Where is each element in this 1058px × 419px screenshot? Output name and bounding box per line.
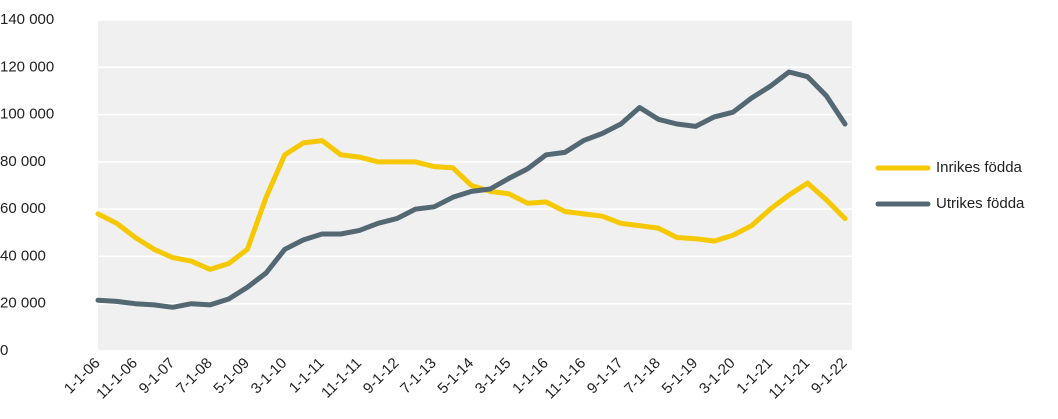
x-tick-label: 3-1-15 [472, 355, 515, 398]
legend-label: Inrikes födda [936, 159, 1023, 176]
y-tick-label: 140 000 [0, 11, 54, 28]
y-tick-label: 100 000 [0, 106, 54, 123]
line [95, 69, 848, 310]
x-tick-label: 9-1-17 [584, 355, 627, 398]
x-tick-label: 9-1-07 [136, 355, 179, 398]
line [95, 138, 848, 272]
x-tick-label: 7-1-13 [397, 355, 440, 398]
legend-label: Utrikes födda [936, 195, 1025, 212]
x-tick-label: 9-1-12 [360, 355, 403, 398]
y-tick-label: 20 000 [0, 295, 46, 312]
y-tick-label: 120 000 [0, 58, 54, 75]
x-tick-label: 11-1-06 [93, 355, 141, 403]
y-tick-label: 0 [0, 342, 8, 359]
x-tick-label: 11-1-16 [541, 355, 589, 403]
x-tick-label: 3-1-10 [248, 355, 291, 398]
x-tick-label: 5-1-19 [659, 355, 702, 398]
x-tick-label: 3-1-20 [696, 355, 739, 398]
x-tick-label: 5-1-14 [434, 355, 477, 398]
x-tick-label: 11-1-21 [765, 355, 813, 403]
x-tick-label: 7-1-18 [621, 355, 664, 398]
x-tick-label: 7-1-08 [173, 355, 216, 398]
x-tick-label: 9-1-22 [808, 355, 851, 398]
x-tick-label: 5-1-09 [210, 355, 253, 398]
y-tick-label: 40 000 [0, 247, 46, 264]
x-tick-label: 11-1-11 [318, 355, 365, 402]
y-tick-label: 80 000 [0, 153, 46, 170]
y-tick-label: 60 000 [0, 200, 46, 217]
